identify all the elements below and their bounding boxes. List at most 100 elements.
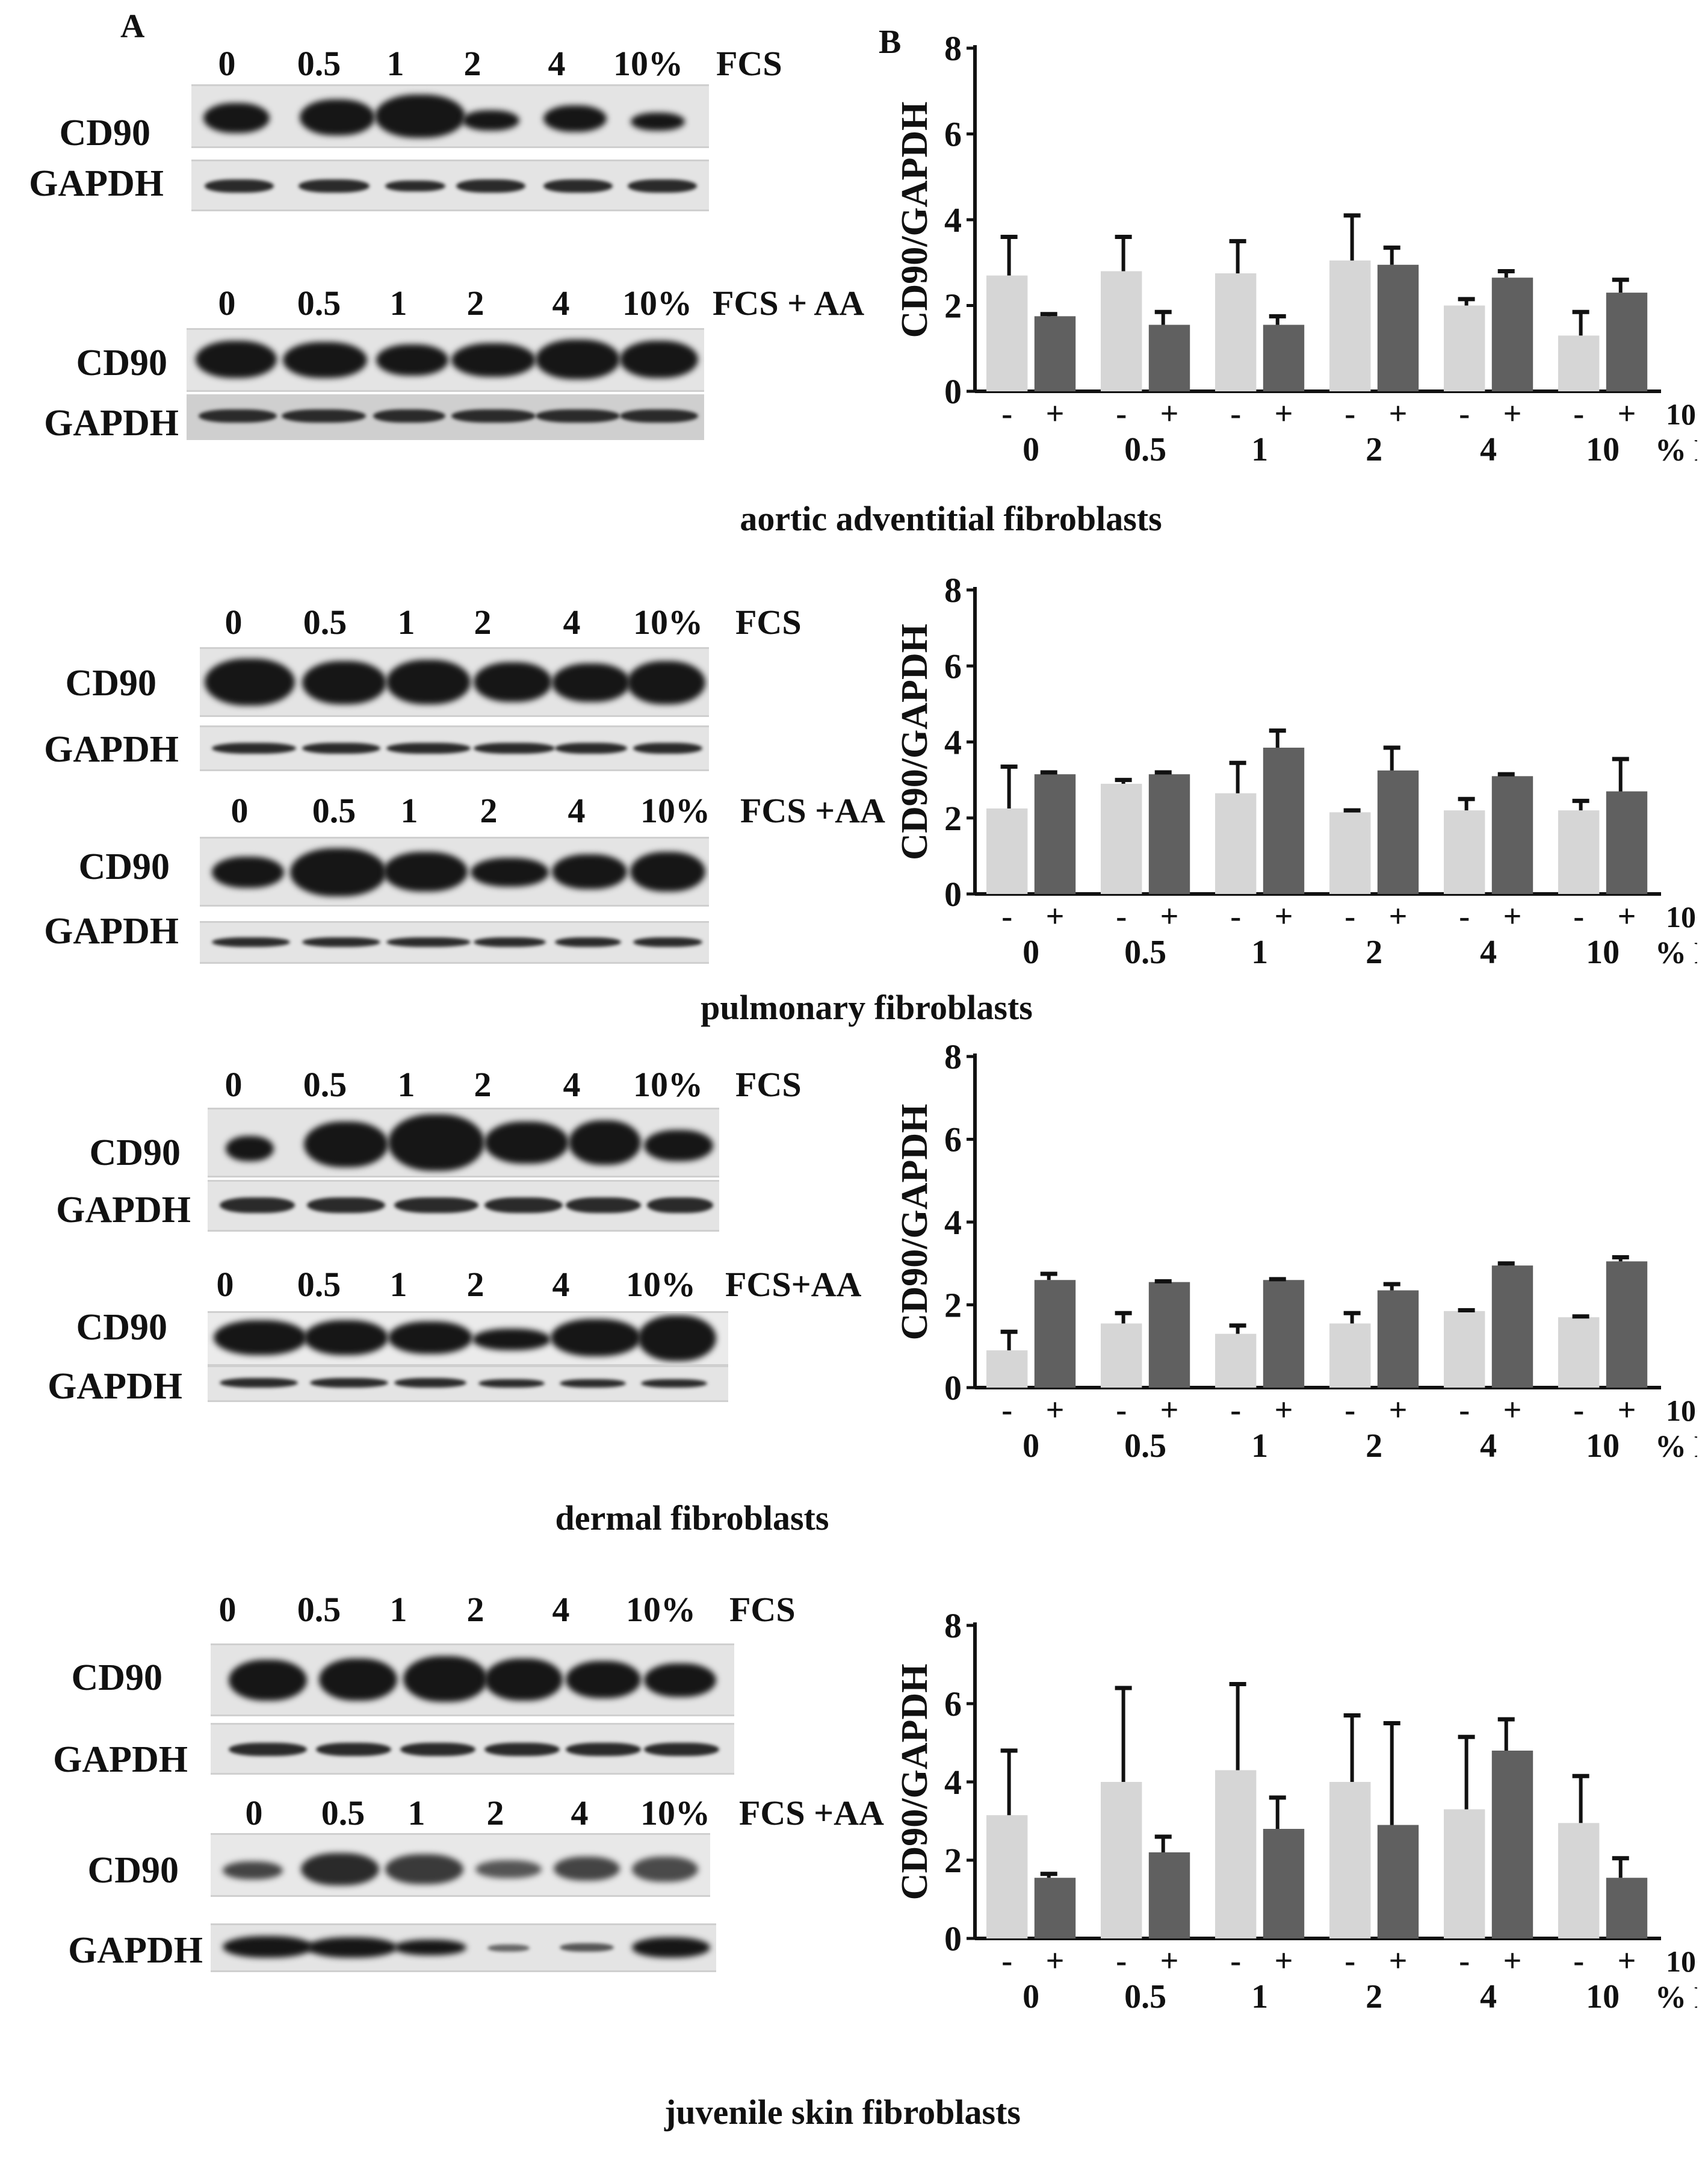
treatment-symbol: -: [1344, 396, 1355, 432]
lane-label: 1: [397, 1065, 415, 1104]
bar-plus-aa: [1491, 1751, 1533, 1938]
bar-minus-aa: [986, 1815, 1028, 1938]
cd90-blot: [200, 647, 709, 717]
dermal-cd90-bar-chart: 02468CD90/GAPDH-+0-+0.5-+1-+2-+4-+10100μ…: [894, 1038, 1697, 1465]
lane-label: 0: [218, 1590, 237, 1629]
category-label: 0.5: [1124, 431, 1166, 468]
y-tick-label: 8: [944, 1606, 962, 1645]
lane-label: 0: [245, 1793, 263, 1832]
y-tick-label: 8: [944, 1038, 962, 1076]
bar-plus-aa: [1034, 1878, 1076, 1938]
bar-minus-aa: [1444, 1809, 1485, 1938]
treatment-symbol: -: [1459, 898, 1470, 934]
bar-minus-aa: [1329, 1323, 1371, 1388]
lane-label: 0.5: [312, 791, 356, 830]
treatment-label: 100μM AA: [1666, 397, 1697, 431]
lane-label: 1: [389, 1265, 407, 1304]
lane-label: 1: [400, 791, 418, 830]
lane-label: 4: [563, 603, 581, 642]
lane-label: 4: [552, 1265, 570, 1304]
lane-label: 10%: [633, 1065, 703, 1104]
panel-a-label: A: [120, 8, 145, 45]
bar-minus-aa: [1329, 1782, 1371, 1938]
gapdh-blot: [211, 1723, 734, 1775]
treatment-symbol: +: [1618, 898, 1636, 934]
treatment-symbol: -: [1573, 396, 1584, 432]
category-label: 2: [1366, 1978, 1382, 2015]
category-label: 0: [1023, 431, 1039, 468]
lane-label: 2: [466, 1265, 484, 1304]
category-label: 0.5: [1124, 1427, 1166, 1465]
bar-minus-aa: [1558, 1823, 1600, 1938]
treatment-symbol: +: [1275, 396, 1293, 432]
y-tick-label: 6: [944, 115, 962, 154]
treatment-symbol: -: [1344, 898, 1355, 934]
bar-plus-aa: [1263, 324, 1305, 391]
caption-pulmonary: pulmonary fibroblasts: [701, 988, 1033, 1027]
treatment-symbol: +: [1389, 898, 1408, 934]
y-axis-label: CD90/GAPDH: [894, 102, 935, 338]
y-axis-label: CD90/GAPDH: [894, 1664, 935, 1901]
pulmonary-cd90-bar-chart: 02468CD90/GAPDH-+0-+0.5-+1-+2-+4-+10100μ…: [894, 572, 1697, 971]
condition-label: FCS + AA: [713, 284, 865, 323]
treatment-symbol: +: [1160, 396, 1179, 432]
category-axis-label: % FCS: [1655, 1981, 1697, 2015]
bar-plus-aa: [1263, 747, 1305, 894]
lane-label: 1: [397, 603, 415, 642]
panel-b-label: B: [879, 23, 902, 61]
bar-minus-aa: [1444, 1311, 1485, 1388]
gapdh-row-label: GAPDH: [44, 729, 179, 770]
treatment-symbol: -: [1459, 1392, 1470, 1428]
category-label: 1: [1251, 1427, 1268, 1465]
gapdh-row-label: GAPDH: [44, 403, 179, 444]
lane-label: 0: [218, 284, 236, 323]
bar-minus-aa: [1329, 260, 1371, 391]
bar-minus-aa: [1215, 1770, 1257, 1938]
category-label: 4: [1480, 1427, 1497, 1465]
treatment-symbol: -: [1116, 396, 1127, 432]
bar-minus-aa: [1101, 1323, 1142, 1388]
bar-plus-aa: [1491, 1265, 1533, 1388]
bar-minus-aa: [1558, 810, 1600, 894]
y-tick-label: 0: [944, 1368, 962, 1407]
treatment-label: 100μM AA: [1666, 1944, 1697, 1978]
category-label: 0: [1023, 1427, 1039, 1465]
treatment-symbol: -: [1001, 1943, 1012, 1979]
category-label: 1: [1251, 1978, 1268, 2015]
y-tick-label: 4: [944, 1203, 962, 1242]
bar-minus-aa: [1215, 273, 1257, 391]
lane-label: 4: [568, 791, 586, 830]
category-axis-label: % FCS: [1655, 936, 1697, 970]
lane-label: 4: [571, 1793, 589, 1832]
bar-plus-aa: [1148, 324, 1190, 391]
y-tick-label: 6: [944, 1684, 962, 1724]
bar-minus-aa: [1444, 810, 1485, 894]
treatment-symbol: +: [1160, 1392, 1179, 1428]
y-tick-label: 0: [944, 875, 962, 914]
treatment-symbol: +: [1503, 898, 1522, 934]
category-label: 4: [1480, 934, 1497, 971]
cd90-row-label: CD90: [59, 113, 150, 154]
treatment-symbol: -: [1230, 1392, 1241, 1428]
lane-label: 4: [563, 1065, 581, 1104]
bar-minus-aa: [1215, 1333, 1257, 1388]
treatment-symbol: +: [1046, 396, 1065, 432]
gapdh-row-label: GAPDH: [48, 1366, 182, 1407]
treatment-symbol: +: [1275, 1943, 1293, 1979]
condition-label: FCS+AA: [725, 1265, 862, 1304]
lane-label: 10%: [640, 1793, 710, 1832]
category-label: 4: [1480, 431, 1497, 468]
condition-label: FCS: [735, 603, 802, 642]
treatment-symbol: -: [1230, 898, 1241, 934]
lane-label: 4: [552, 1590, 570, 1629]
lane-label: 0: [216, 1265, 234, 1304]
y-tick-label: 8: [944, 29, 962, 68]
y-tick-label: 2: [944, 1841, 962, 1880]
bar-plus-aa: [1606, 1261, 1648, 1388]
cd90-row-label: CD90: [65, 663, 156, 704]
cd90-blot: [211, 1643, 734, 1716]
gapdh-blot: [200, 921, 709, 964]
lane-label: 0.5: [303, 603, 347, 642]
treatment-symbol: -: [1344, 1392, 1355, 1428]
bar-plus-aa: [1377, 1290, 1419, 1388]
